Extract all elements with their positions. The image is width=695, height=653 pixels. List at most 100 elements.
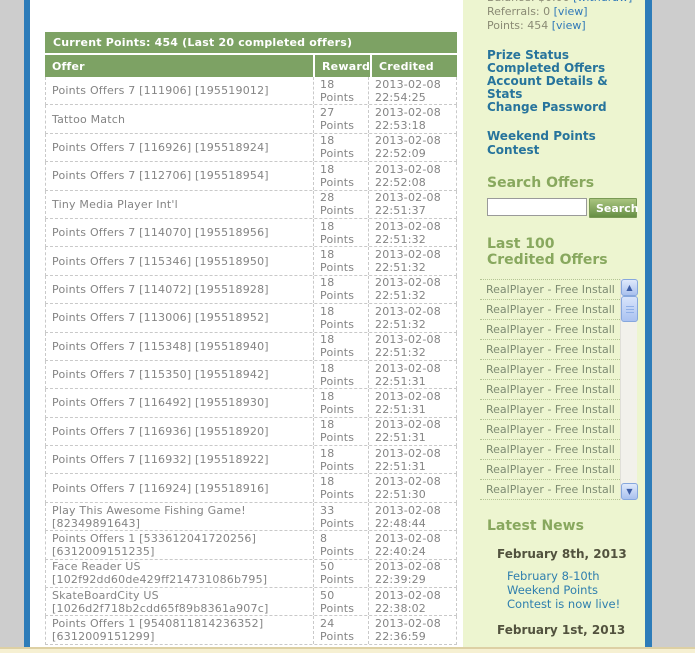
reward-cell: 24 Points xyxy=(313,616,368,644)
reward-cell: 18 Points xyxy=(313,332,368,360)
points-view-link[interactable]: [view] xyxy=(551,19,586,32)
credited-date: 2013-02-08 xyxy=(375,333,441,347)
credited-date: 2013-02-08 xyxy=(375,219,441,233)
reward-value: 18 xyxy=(320,134,335,148)
search-offers-input[interactable] xyxy=(487,198,587,216)
search-button[interactable]: Search xyxy=(589,198,639,218)
search-offers-heading: Search Offers xyxy=(487,175,595,191)
table-row: Points Offers 7 [116924] [195518916] 18 … xyxy=(45,474,457,503)
credited-offer-link[interactable]: RealPlayer - Free Install xyxy=(480,340,620,360)
credited-cell: 2013-02-08 22:53:18 xyxy=(368,105,456,133)
balance-line: Balance: $0.00 [withdraw] xyxy=(487,0,645,5)
credited-offer-link[interactable]: RealPlayer - Free Install xyxy=(480,420,620,440)
credited-date: 2013-02-08 xyxy=(375,617,441,631)
credited-cell: 2013-02-08 22:40:24 xyxy=(368,531,456,559)
news-link[interactable]: February 8-10th Weekend Points Contest i… xyxy=(507,569,621,611)
sidebar-nav-link[interactable]: Completed Offers xyxy=(487,61,606,75)
offer-cell: Points Offers 1 [9540811814236352] [6312… xyxy=(52,617,264,644)
list-scrollbar[interactable]: ▲ ▼ xyxy=(620,279,638,500)
reward-cell: 18 Points xyxy=(313,77,368,105)
offer-cell: Points Offers 7 [113006] [195518952] xyxy=(52,311,269,325)
credited-date: 2013-02-08 xyxy=(375,560,441,574)
credited-offers-list: RealPlayer - Free Install RealPlayer - F… xyxy=(480,279,620,500)
credited-cell: 2013-02-08 22:38:02 xyxy=(368,588,456,616)
credited-cell: 2013-02-08 22:51:31 xyxy=(368,417,456,446)
scroll-down-button[interactable]: ▼ xyxy=(621,483,638,500)
credited-date: 2013-02-08 xyxy=(375,248,441,262)
reward-cell: 27 Points xyxy=(313,105,368,133)
reward-unit: Points xyxy=(320,119,355,133)
credited-offer-link[interactable]: RealPlayer - Free Install xyxy=(480,320,620,340)
offer-cell: Points Offers 1 [533612041720256] [63120… xyxy=(52,531,257,558)
referrals-view-link[interactable]: [view] xyxy=(553,5,588,18)
reward-value: 27 xyxy=(320,106,335,120)
credited-cell: 2013-02-08 22:52:08 xyxy=(368,162,456,190)
credited-cell: 2013-02-08 22:51:32 xyxy=(368,304,456,332)
sidebar-nav-link[interactable]: Prize Status xyxy=(487,48,570,62)
search-offers-form: Search xyxy=(487,198,645,218)
offer-cell: Points Offers 7 [114070] [195518956] xyxy=(52,226,269,240)
reward-unit: Points xyxy=(320,232,355,246)
table-row: Points Offers 7 [116936] [195518920] 18 … xyxy=(45,417,457,447)
offer-cell: Points Offers 7 [115348] [195518940] xyxy=(52,339,269,353)
credited-date: 2013-02-08 xyxy=(375,77,441,91)
credited-time: 22:51:31 xyxy=(375,402,427,416)
credited-cell: 2013-02-08 22:51:32 xyxy=(368,247,456,275)
column-header-credited: Credited xyxy=(370,55,457,77)
table-row: Points Offers 7 [116492] [195518930] 18 … xyxy=(45,389,457,418)
reward-unit: Points xyxy=(320,630,355,644)
reward-unit: Points xyxy=(320,289,355,303)
offer-cell: Points Offers 7 [115346] [195518950] xyxy=(52,254,269,268)
credited-offer-link[interactable]: RealPlayer - Free Install xyxy=(480,440,620,460)
reward-value: 8 xyxy=(320,531,328,545)
reward-unit: Points xyxy=(320,90,355,104)
right-border-strip xyxy=(645,0,652,653)
offer-cell: Tattoo Match xyxy=(52,112,126,126)
table-row: Points Offers 7 [113006] [195518952] 18 … xyxy=(45,304,457,333)
reward-unit: Points xyxy=(320,204,355,218)
reward-unit: Points xyxy=(320,261,355,275)
credited-time: 22:51:32 xyxy=(375,232,427,246)
credited-cell: 2013-02-08 22:51:30 xyxy=(368,474,456,502)
credited-offer-link[interactable]: RealPlayer - Free Install xyxy=(480,460,620,480)
credited-cell: 2013-02-08 22:51:31 xyxy=(368,360,456,389)
offer-cell: Points Offers 7 [114072] [195518928] xyxy=(52,282,269,296)
credited-cell: 2013-02-08 22:36:59 xyxy=(368,616,456,644)
scrollbar-thumb[interactable] xyxy=(621,296,638,322)
latest-news-heading: Latest News xyxy=(487,518,584,534)
credited-offer-link[interactable]: RealPlayer - Free Install xyxy=(480,380,620,400)
credited-date: 2013-02-08 xyxy=(375,475,441,489)
sidebar-nav-link[interactable]: Account Details & Stats xyxy=(487,74,608,101)
credited-cell: 2013-02-08 22:51:37 xyxy=(368,190,456,218)
referrals-line: Referrals: 0 [view] xyxy=(487,5,645,19)
credited-cell: 2013-02-08 22:54:25 xyxy=(368,77,456,105)
reward-cell: 18 Points xyxy=(313,474,368,502)
table-row: Points Offers 7 [114072] [195518928] 18 … xyxy=(45,275,457,305)
credited-offer-link[interactable]: RealPlayer - Free Install xyxy=(480,480,620,500)
credited-date: 2013-02-08 xyxy=(375,304,441,318)
table-row: Tattoo Match 27 Points 2013-02-08 22:53:… xyxy=(45,105,457,134)
credited-offer-link[interactable]: RealPlayer - Free Install xyxy=(480,400,620,420)
credited-date: 2013-02-08 xyxy=(375,389,441,403)
offer-cell: Points Offers 7 [111906] [195519012] xyxy=(52,84,269,98)
table-row: Points Offers 7 [116932] [195518922] 18 … xyxy=(45,446,457,475)
credited-time: 22:52:09 xyxy=(375,147,427,161)
reward-value: 18 xyxy=(320,304,335,318)
credited-offer-link[interactable]: RealPlayer - Free Install xyxy=(480,360,620,380)
scroll-up-button[interactable]: ▲ xyxy=(621,279,638,296)
withdraw-link[interactable]: [withdraw] xyxy=(573,0,632,4)
reward-value: 18 xyxy=(320,389,335,403)
credited-offer-link[interactable]: RealPlayer - Free Install xyxy=(480,280,620,300)
credited-date: 2013-02-08 xyxy=(375,162,441,176)
reward-unit: Points xyxy=(320,147,355,161)
reward-value: 50 xyxy=(320,588,335,602)
weekend-points-contest-link[interactable]: Weekend Points Contest xyxy=(487,129,596,157)
credited-time: 22:54:25 xyxy=(375,90,427,104)
reward-unit: Points xyxy=(320,346,355,360)
credited-date: 2013-02-08 xyxy=(375,276,441,290)
reward-cell: 18 Points xyxy=(313,446,368,474)
table-body: Points Offers 7 [111906] [195519012] 18 … xyxy=(45,77,457,645)
sidebar-nav-link[interactable]: Change Password xyxy=(487,100,607,114)
credited-time: 22:48:44 xyxy=(375,516,427,530)
credited-offer-link[interactable]: RealPlayer - Free Install xyxy=(480,300,620,320)
